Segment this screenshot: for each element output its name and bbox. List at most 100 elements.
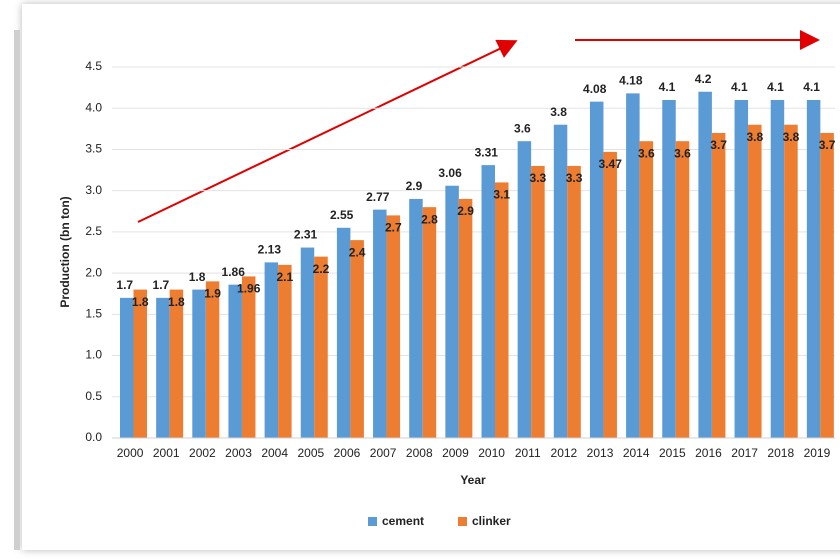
legend-swatch <box>368 517 377 526</box>
data-label: 1.8 <box>189 270 206 284</box>
x-tick-label: 2011 <box>515 446 541 460</box>
clinker-bar <box>422 207 437 438</box>
cement-bar <box>228 284 242 438</box>
clinker-bar <box>133 289 147 438</box>
clinker-bar <box>278 264 292 438</box>
data-label: 3.3 <box>530 171 547 185</box>
cement-bar <box>120 297 134 438</box>
y-tick-label: 2.5 <box>85 224 102 238</box>
clinker-bar <box>748 124 762 438</box>
y-axis-label: Production (bn ton) <box>58 196 72 307</box>
cement-bar <box>589 101 604 439</box>
x-tick-label: 2010 <box>478 446 505 460</box>
cement-bar <box>626 93 640 438</box>
clinker-bar <box>784 124 798 438</box>
cement-bar <box>409 198 423 438</box>
data-label: 4.2 <box>695 72 712 86</box>
clinker-bar <box>350 240 364 438</box>
x-tick-label: 2002 <box>189 446 216 460</box>
y-tick-label: 1.5 <box>85 307 102 321</box>
x-tick-label: 2000 <box>117 446 144 460</box>
data-label: 3.7 <box>710 138 727 152</box>
legend-swatch <box>458 517 467 526</box>
y-tick-label: 2.0 <box>85 265 102 279</box>
cement-bar <box>300 247 315 438</box>
data-label: 1.8 <box>168 295 185 309</box>
cement-bar <box>336 227 351 438</box>
data-label: 2.4 <box>349 245 366 259</box>
clinker-bar <box>820 132 834 438</box>
clinker-bar <box>386 215 401 438</box>
data-label: 3.47 <box>599 157 623 171</box>
data-label: 2.1 <box>277 270 294 284</box>
data-label: 3.6 <box>638 146 655 160</box>
data-label: 2.8 <box>421 212 438 226</box>
x-tick-label: 2018 <box>767 446 794 460</box>
cement-bar <box>662 99 676 438</box>
data-label: 3.6 <box>674 146 691 160</box>
x-tick-label: 2016 <box>695 446 722 460</box>
clinker-bar <box>675 141 690 438</box>
data-label: 4.08 <box>583 82 607 96</box>
x-tick-label: 2008 <box>406 446 433 460</box>
data-label: 2.9 <box>457 204 474 218</box>
clinker-bar <box>603 151 617 438</box>
cement-bar <box>264 262 279 438</box>
data-label: 3.31 <box>475 145 499 159</box>
data-label: 2.7 <box>385 221 402 235</box>
data-label: 3.7 <box>819 138 836 152</box>
data-label: 4.1 <box>731 80 748 94</box>
clinker-bar <box>567 165 581 438</box>
data-label: 3.8 <box>550 105 567 119</box>
data-label: 2.31 <box>294 228 318 242</box>
data-label: 4.1 <box>659 80 676 94</box>
y-tick-label: 1.0 <box>85 348 102 362</box>
trend-arrow <box>137 39 518 223</box>
cement-bar <box>445 185 459 438</box>
data-label: 3.6 <box>514 121 531 135</box>
x-tick-label: 2007 <box>370 446 397 460</box>
cement-bar <box>481 165 495 438</box>
clinker-bar <box>241 276 256 438</box>
data-label: 2.13 <box>258 243 282 257</box>
clinker-bar <box>531 165 545 438</box>
x-tick-label: 2006 <box>334 446 361 460</box>
data-label: 4.18 <box>619 74 643 88</box>
legend-label: clinker <box>472 514 511 528</box>
x-tick-label: 2013 <box>587 446 614 460</box>
x-tick-label: 2005 <box>297 446 324 460</box>
data-label: 3.1 <box>493 188 510 202</box>
data-label: 4.1 <box>767 80 784 94</box>
cement-bar <box>517 141 532 438</box>
cement-bar <box>734 99 749 438</box>
x-tick-label: 2019 <box>804 446 831 460</box>
cement-bar <box>553 124 568 438</box>
x-tick-label: 2017 <box>731 446 758 460</box>
cement-bar <box>156 297 170 438</box>
data-label: 3.8 <box>746 130 763 144</box>
y-tick-label: 4.0 <box>85 100 102 114</box>
cement-bar <box>192 289 206 438</box>
x-tick-label: 2012 <box>551 446 578 460</box>
x-tick-label: 2015 <box>659 446 686 460</box>
data-label: 2.9 <box>406 179 423 193</box>
data-label: 1.86 <box>222 265 246 279</box>
data-label: 2.2 <box>313 262 330 276</box>
clinker-bar <box>169 289 184 438</box>
x-tick-label: 2003 <box>225 446 252 460</box>
y-tick-label: 3.5 <box>85 142 102 156</box>
data-label: 4.1 <box>803 80 820 94</box>
y-tick-label: 4.5 <box>85 59 102 73</box>
x-tick-label: 2004 <box>261 446 288 460</box>
y-tick-label: 0.5 <box>85 389 102 403</box>
frame-edge <box>14 30 20 550</box>
data-label: 3.8 <box>783 130 800 144</box>
clinker-bar <box>639 141 654 438</box>
data-label: 1.96 <box>237 282 261 296</box>
data-label: 1.9 <box>204 287 221 301</box>
y-tick-label: 0.0 <box>85 430 102 444</box>
cement-bar <box>373 209 387 438</box>
legend-label: cement <box>382 514 424 528</box>
data-label: 1.7 <box>116 278 133 292</box>
